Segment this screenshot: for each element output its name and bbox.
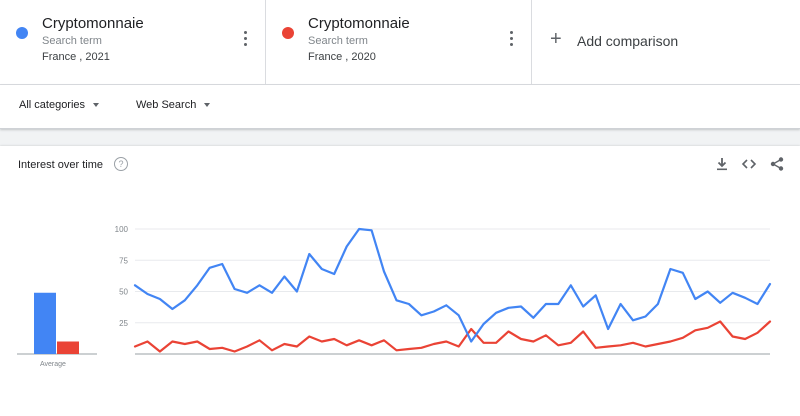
y-tick-label: 100 <box>115 225 129 234</box>
share-icon[interactable] <box>769 156 785 172</box>
term-color-dot <box>16 27 28 39</box>
search-term-1[interactable]: Cryptomonnaie Search term France , 2021 <box>0 0 266 84</box>
average-bar-1 <box>34 292 56 354</box>
search-type-dropdown[interactable]: Web Search <box>136 99 211 111</box>
category-dropdown[interactable]: All categories <box>19 99 100 111</box>
more-vert-icon[interactable] <box>239 28 251 52</box>
dropdown-caret-icon <box>204 103 211 108</box>
more-vert-icon[interactable] <box>505 28 517 52</box>
term-type: Search term <box>42 35 102 47</box>
card-header: Interest over time ? <box>0 146 800 184</box>
category-label: All categories <box>19 99 86 111</box>
add-comparison-label: Add comparison <box>577 33 679 49</box>
help-icon[interactable]: ? <box>114 157 128 171</box>
average-bar-2 <box>57 341 79 354</box>
series-line-2 <box>133 320 772 353</box>
add-comparison-button[interactable]: + Add comparison <box>532 0 800 84</box>
term-name: Cryptomonnaie <box>42 15 144 32</box>
y-tick-label: 75 <box>119 256 128 265</box>
search-type-label: Web Search <box>136 99 197 111</box>
search-term-2[interactable]: Cryptomonnaie Search term France , 2020 <box>266 0 532 84</box>
embed-icon[interactable] <box>741 156 757 172</box>
term-geo: France , 2021 <box>42 51 110 63</box>
card-title: Interest over time <box>18 159 103 171</box>
term-name: Cryptomonnaie <box>308 15 410 32</box>
series-line-1 <box>133 227 772 343</box>
y-tick-label: 25 <box>119 319 128 328</box>
y-tick-label: 50 <box>119 288 128 297</box>
download-icon[interactable] <box>714 156 730 172</box>
filter-bar: All categories Web Search <box>0 85 800 129</box>
interest-line-chart: 100 75 50 25 <box>17 225 772 355</box>
term-type: Search term <box>308 35 368 47</box>
term-geo: France , 2020 <box>308 51 376 63</box>
average-label: Average <box>40 361 66 368</box>
interest-over-time-card: Interest over time ? 100 75 50 25 Average <box>0 146 800 416</box>
plus-icon: + <box>550 28 562 50</box>
term-color-dot <box>282 27 294 39</box>
dropdown-caret-icon <box>93 103 100 108</box>
comparison-bar: Cryptomonnaie Search term France , 2021 … <box>0 0 800 85</box>
